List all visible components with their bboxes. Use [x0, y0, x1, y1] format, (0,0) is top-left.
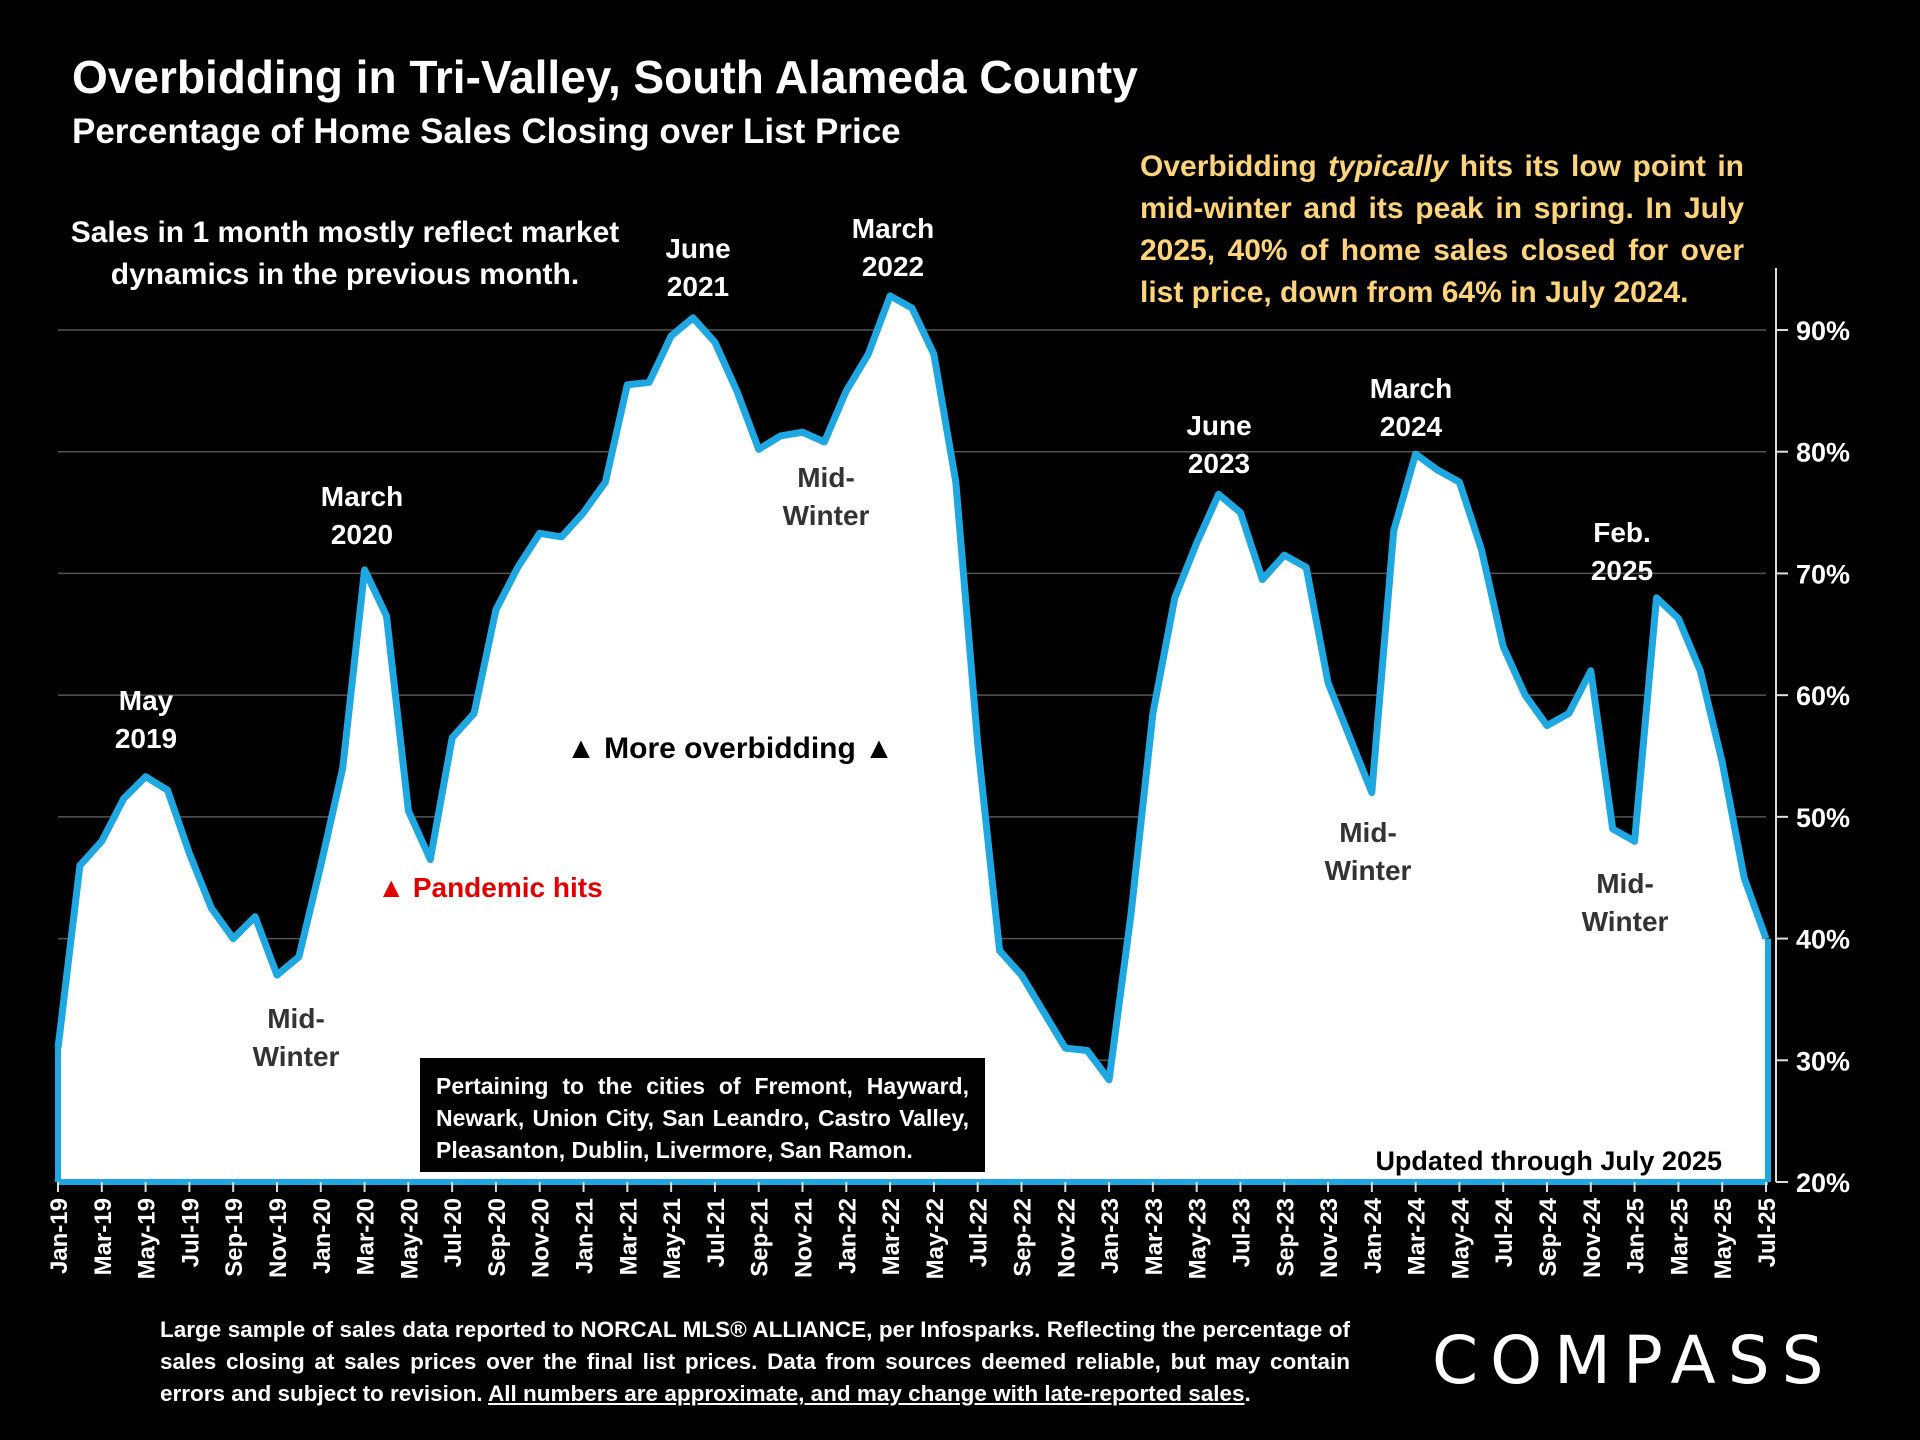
annotation-label: March: [1370, 373, 1452, 404]
x-tick-label: Jan-24: [1360, 1197, 1387, 1274]
x-tick-label: Jan-20: [309, 1198, 336, 1274]
x-tick-label: Sep-21: [747, 1198, 774, 1277]
x-tick-label: May-21: [659, 1198, 686, 1279]
x-tick-label: May-24: [1447, 1197, 1474, 1279]
annotation-label: 2020: [331, 519, 393, 550]
y-tick-label: 50%: [1796, 803, 1850, 833]
x-tick-label: Sep-19: [221, 1198, 248, 1277]
x-tick-label: Jan-23: [1097, 1198, 1124, 1274]
chart-title: Overbidding in Tri-Valley, South Alameda…: [72, 51, 1138, 103]
annotation-label: Mid-: [1083, 1097, 1141, 1128]
x-tick-label: Jul-19: [177, 1198, 204, 1267]
y-tick-label: 80%: [1796, 438, 1850, 468]
x-tick-label: Nov-22: [1053, 1198, 1080, 1278]
x-tick-label: Jan-19: [46, 1198, 73, 1274]
footnote-text: Large sample of sales data reported to N…: [160, 1317, 1350, 1406]
x-tick-label: Mar-20: [353, 1198, 380, 1275]
annotation-label: 2022: [862, 251, 924, 282]
footnote: Large sample of sales data reported to N…: [160, 1314, 1350, 1410]
annotation-label: Mid-: [1339, 817, 1397, 848]
annotation-label: 2025: [1591, 555, 1653, 586]
axes: [55, 268, 1788, 1192]
annotation-label: March: [321, 481, 403, 512]
x-tick-label: May-19: [134, 1198, 161, 1279]
y-tick-label: 90%: [1796, 316, 1850, 346]
x-tick-label: Mar-21: [615, 1198, 642, 1275]
annotations: May 2019 Mid- Winter March 2020 ▲ Pandemic hit…: [115, 213, 1669, 1166]
updated-label: Updated through July 2025: [1375, 1146, 1722, 1176]
annotation-label: ▲ More overbidding ▲: [566, 732, 894, 765]
series-line: [54, 292, 1770, 1084]
y-tick-label: 20%: [1796, 1168, 1850, 1198]
x-tick-label: Jul-22: [966, 1198, 993, 1267]
x-tick-label: Jan-25: [1623, 1198, 1650, 1274]
annotation-label: Winter: [253, 1041, 340, 1072]
x-tick-label: May-23: [1185, 1198, 1212, 1279]
x-tick-label: Jul-24: [1491, 1197, 1518, 1267]
annotation-label: March: [852, 213, 934, 244]
cities-box: Pertaining to the cities of Fremont, Hay…: [420, 1058, 985, 1172]
annotation-label: 2024: [1380, 411, 1443, 442]
x-tick-labels: Jan-19 Mar-19 May-19 Jul-19 Sep-19 Nov-19 Jan-…: [46, 1197, 1781, 1279]
x-tick-label: Jul-25: [1754, 1198, 1781, 1267]
x-tick-label: May-20: [396, 1198, 423, 1279]
x-tick-label: May-25: [1710, 1198, 1737, 1279]
annotation-label: Winter: [783, 500, 870, 531]
x-tick-label: Mar-25: [1666, 1198, 1693, 1275]
x-tick-label: Jul-21: [703, 1198, 730, 1267]
compass-logo: COMPASS: [1432, 1322, 1836, 1399]
x-tick-label: May-22: [922, 1198, 949, 1279]
x-tick-label: Jul-20: [440, 1198, 467, 1267]
note-right-end: hits its low point in mid-winter and its…: [1140, 150, 1744, 309]
y-tick-label: 60%: [1796, 681, 1850, 711]
x-tick-label: Sep-20: [484, 1198, 511, 1277]
x-tick-label: Jan-22: [834, 1198, 861, 1274]
x-tick-label: Mar-24: [1404, 1197, 1431, 1275]
annotation-label: Winter: [1069, 1135, 1156, 1166]
annotation-label: Winter: [1582, 906, 1669, 937]
x-tick-label: Sep-24: [1535, 1197, 1562, 1276]
annotation-label: 2019: [115, 723, 177, 754]
annotation-label: ▲ Pandemic hits: [377, 872, 602, 903]
chart-subtitle: Percentage of Home Sales Closing over Li…: [72, 112, 901, 151]
annotation-label: June: [665, 233, 730, 264]
x-tick-label: Mar-19: [90, 1198, 117, 1275]
x-tick-label: Mar-22: [878, 1198, 905, 1275]
x-tick-label: Nov-19: [265, 1198, 292, 1278]
x-tick-label: Jul-23: [1228, 1198, 1255, 1267]
note-right-emphasis: typically: [1328, 150, 1449, 183]
y-tick-labels: 20% 30% 40% 50% 60% 70% 80% 90%: [1796, 316, 1850, 1198]
x-tick-label: Sep-22: [1009, 1198, 1036, 1277]
x-tick-label: Mar-23: [1141, 1198, 1168, 1275]
x-tick-label: Nov-24: [1579, 1197, 1606, 1278]
annotation-label: Mid-: [267, 1003, 325, 1034]
y-tick-label: 40%: [1796, 925, 1850, 955]
note-left: Sales in 1 month mostly reflect market d…: [70, 216, 620, 291]
annotation-label: Mid-: [797, 462, 855, 493]
annotation-label: Feb.: [1593, 517, 1651, 548]
x-tick-label: Nov-21: [791, 1198, 818, 1278]
y-tick-label: 30%: [1796, 1046, 1850, 1076]
x-tick-label: Sep-23: [1272, 1198, 1299, 1277]
footnote-end: .: [1244, 1381, 1251, 1406]
annotation-label: 2021: [667, 271, 729, 302]
annotation-label: May: [119, 685, 174, 716]
annotation-label: June: [1186, 410, 1251, 441]
note-right: Overbidding typically hits its low point…: [1140, 146, 1744, 314]
annotation-label: Mid-: [1596, 868, 1654, 899]
footnote-underlined: All numbers are approximate, and may cha…: [488, 1381, 1245, 1406]
x-tick-label: Nov-20: [528, 1198, 555, 1278]
x-tick-label: Nov-23: [1316, 1198, 1343, 1278]
area-fill: [58, 295, 1766, 1182]
note-right-start: Overbidding: [1140, 150, 1329, 183]
annotation-label: Winter: [1325, 855, 1412, 886]
x-tick-label: Jan-21: [572, 1198, 599, 1274]
annotation-label: 2023: [1188, 448, 1250, 479]
y-tick-label: 70%: [1796, 559, 1850, 589]
